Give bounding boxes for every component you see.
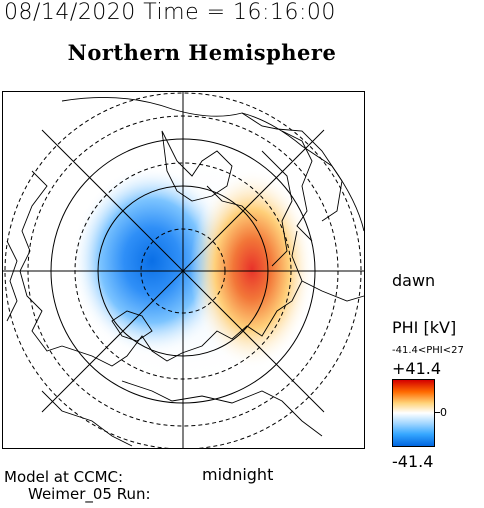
hemisphere-title: Northern Hemisphere: [67, 40, 337, 65]
colorbar-zero-tick: [435, 412, 440, 413]
colorbar-title: PHI [kV]: [392, 318, 457, 337]
dawn-label: dawn: [392, 271, 436, 290]
meridian-lines: [2, 91, 365, 449]
colorbar-range: -41.4<PHI<27: [392, 345, 464, 356]
timestamp-title: 08/14/2020 Time = 16:16:00: [4, 0, 336, 25]
colorbar: [392, 379, 435, 447]
colorbar-min-label: -41.4: [392, 452, 434, 471]
polar-map: [2, 91, 365, 449]
colorbar-zero-label: 0: [440, 406, 447, 419]
colorbar-max-label: +41.4: [392, 359, 442, 378]
model-credit-line1: Model at CCMC:: [4, 468, 124, 486]
meridian-diagonal-2: [41, 129, 325, 413]
midnight-label: midnight: [202, 465, 274, 484]
model-credit-line2: Weimer_05 Run:: [28, 485, 151, 503]
negative-potential-cell: [72, 166, 232, 356]
